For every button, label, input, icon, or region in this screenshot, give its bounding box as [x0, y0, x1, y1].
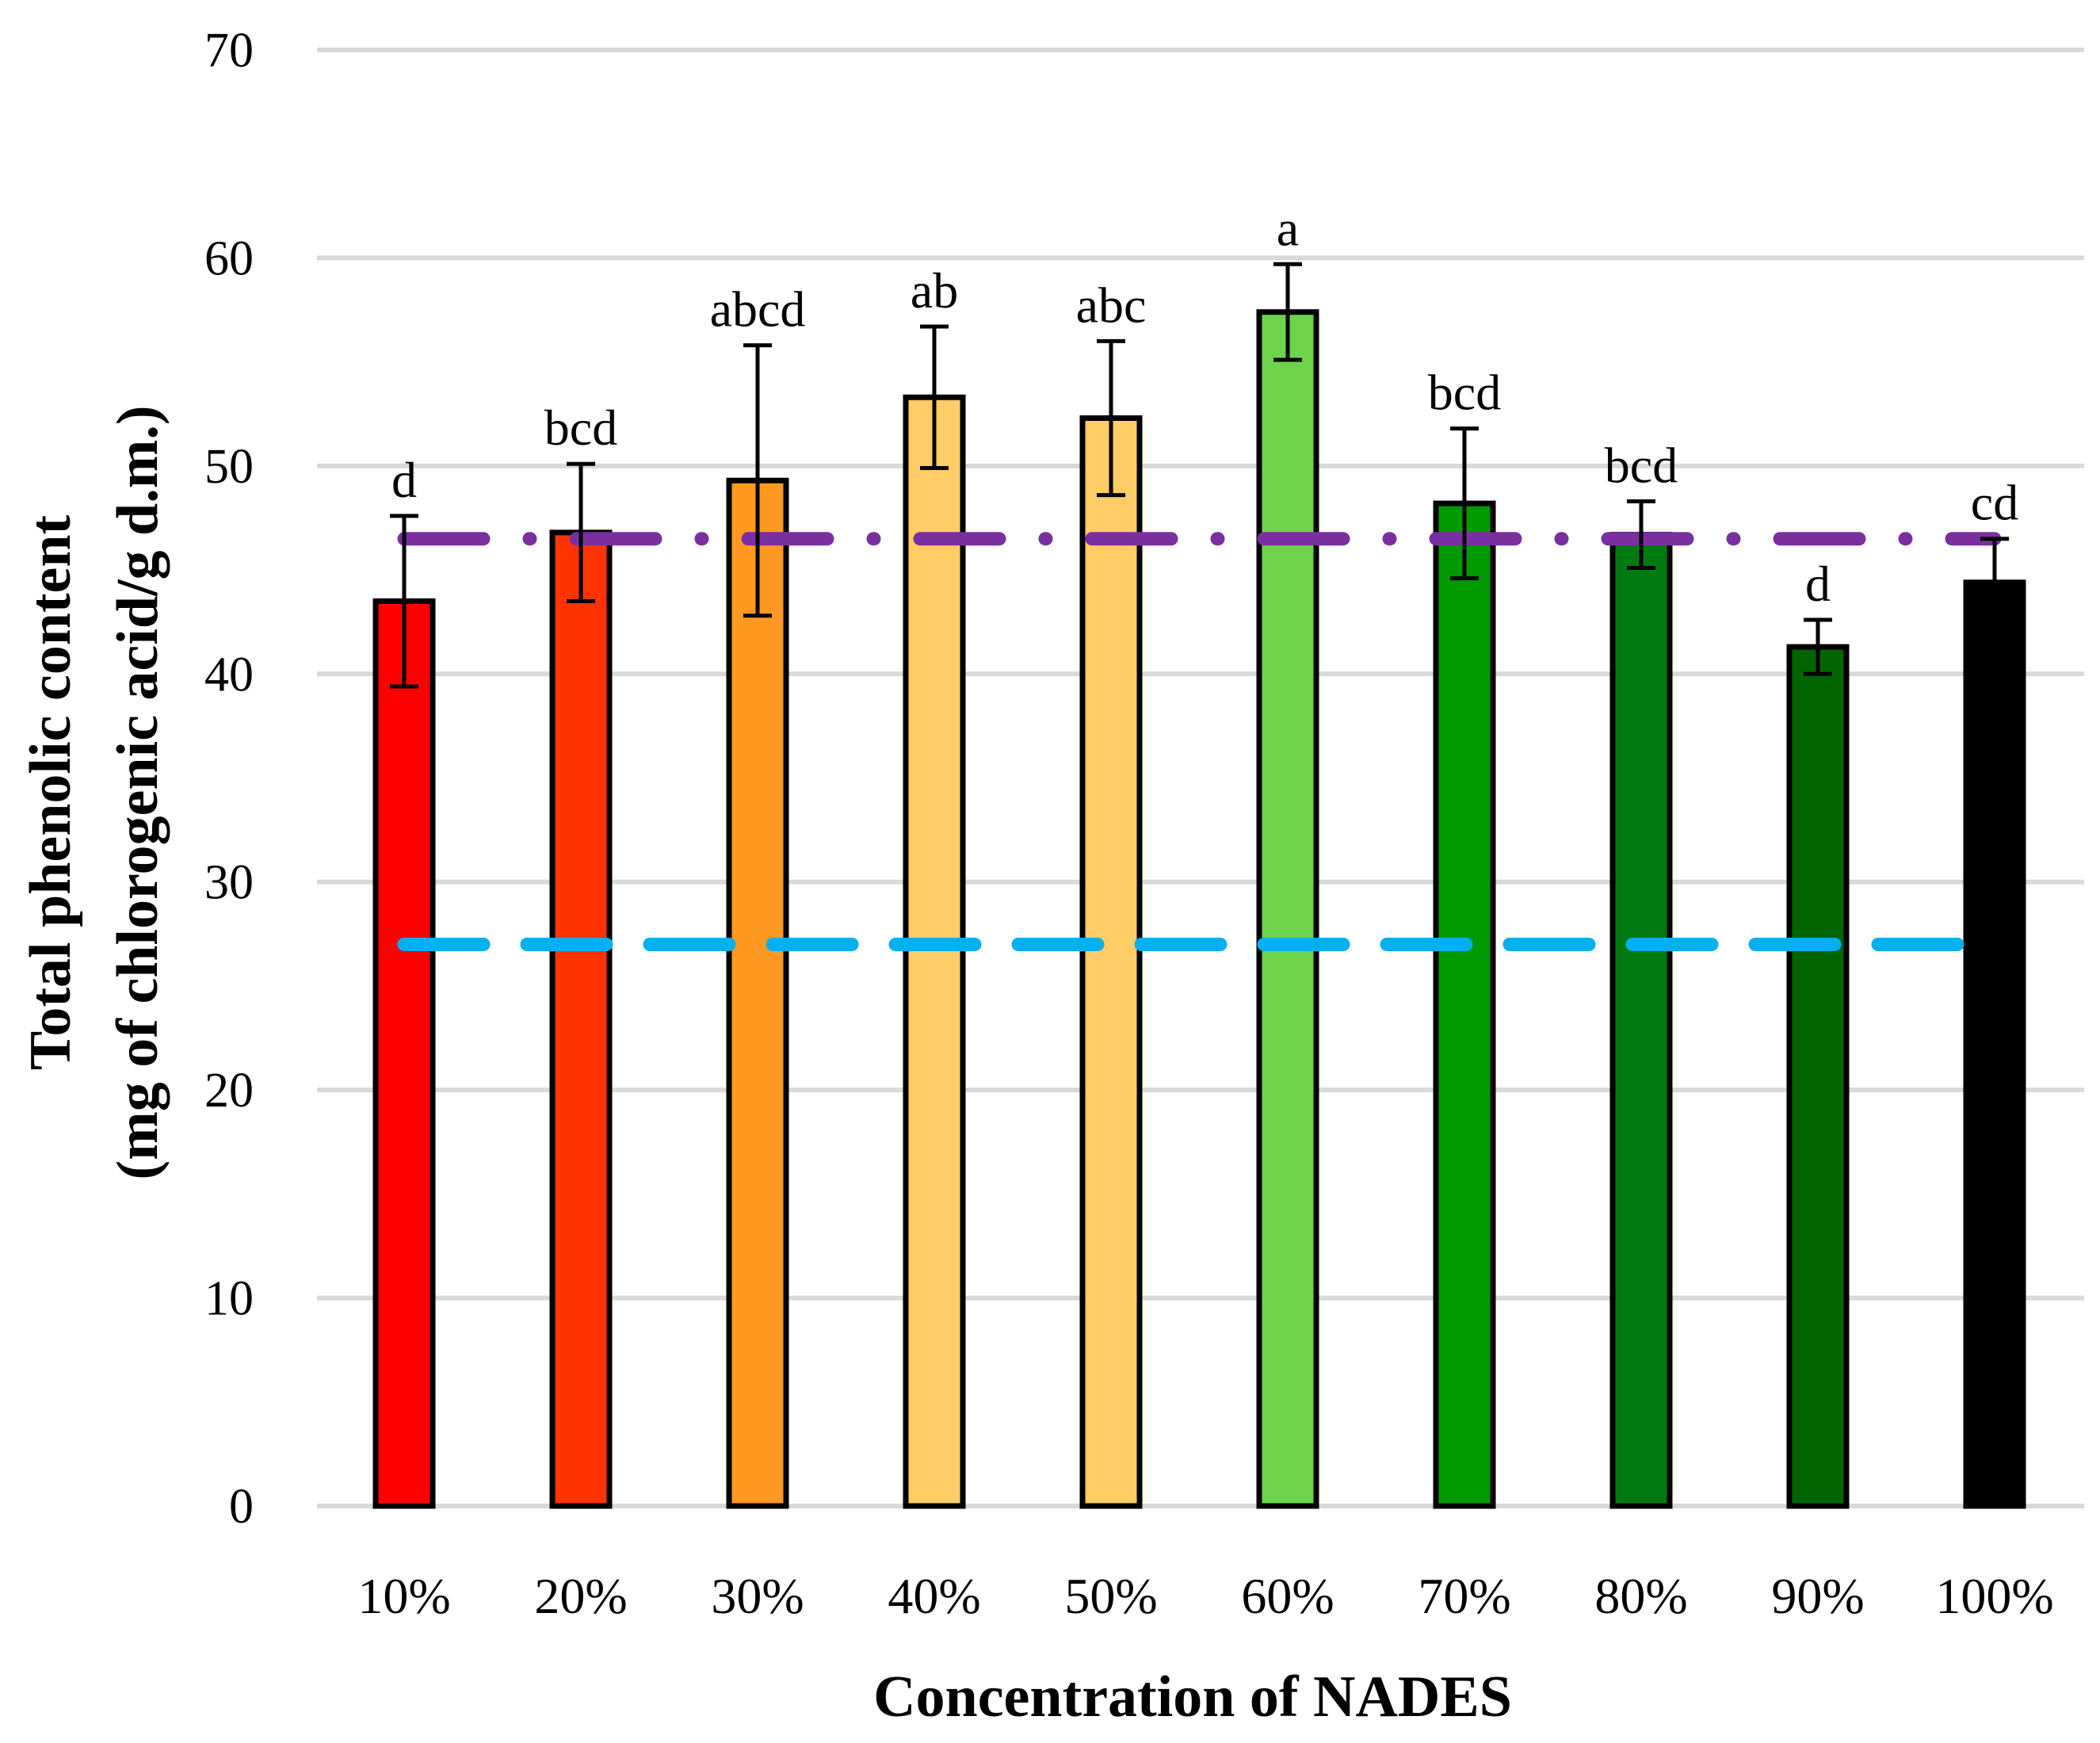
significance-label: d — [1805, 556, 1831, 612]
error-bar — [1980, 537, 2009, 629]
error-bar — [1627, 499, 1655, 570]
x-tick-label: 70% — [1418, 1568, 1510, 1624]
error-bar — [1097, 338, 1125, 498]
x-axis-ticks: 10% 20% 30% 40% 50% 60% 70% 80% 90% 100% — [357, 1568, 2053, 1624]
y-tick-label: 30 — [204, 856, 254, 910]
significance-label: d — [391, 452, 417, 508]
bar — [1433, 500, 1496, 1509]
y-axis-title: Total phenolic content (mg of chlorogeni… — [18, 406, 170, 1180]
y-tick-label: 70 — [204, 24, 254, 78]
x-tick-label: 80% — [1594, 1568, 1687, 1624]
y-tick-label: 10 — [204, 1272, 254, 1326]
y-tick-label: 60 — [204, 231, 254, 285]
x-tick-label: 100% — [1935, 1568, 2053, 1624]
significance-label: bcd — [544, 399, 617, 456]
x-tick-label: 20% — [534, 1568, 627, 1624]
error-bar — [1804, 617, 1832, 676]
error-bar — [920, 324, 949, 470]
y-axis-title-line1: Total phenolic content — [18, 514, 83, 1070]
error-bar — [567, 461, 595, 603]
bar — [549, 529, 613, 1509]
error-bar — [1450, 426, 1479, 581]
x-tick-label: 90% — [1771, 1568, 1864, 1624]
bar — [1609, 531, 1673, 1509]
x-tick-label: 50% — [1064, 1568, 1157, 1624]
significance-label: ab — [911, 262, 958, 319]
y-tick-label: 0 — [229, 1480, 254, 1534]
x-tick-label: 30% — [711, 1568, 804, 1624]
bar — [1079, 415, 1143, 1509]
bar — [372, 598, 436, 1509]
significance-label: bcd — [1605, 437, 1678, 493]
significance-label: abc — [1076, 277, 1147, 333]
x-axis-title: Concentration of NADES — [873, 1665, 1512, 1730]
x-tick-label: 40% — [888, 1568, 980, 1624]
significance-label: abcd — [710, 281, 806, 338]
bar — [1786, 644, 1850, 1509]
significance-label: a — [1277, 200, 1299, 256]
error-bars — [390, 262, 2009, 689]
bar — [1256, 309, 1319, 1509]
error-bar — [743, 343, 772, 618]
bars — [372, 309, 2026, 1509]
y-tick-label: 50 — [204, 440, 254, 494]
significance-label: bcd — [1428, 365, 1501, 421]
x-tick-label: 10% — [357, 1568, 450, 1624]
y-tick-label: 20 — [204, 1064, 254, 1118]
bar — [726, 477, 789, 1509]
bar — [903, 394, 966, 1509]
error-bar — [1273, 262, 1302, 362]
bar — [1963, 579, 2026, 1509]
significance-label: cd — [1971, 475, 2018, 531]
y-axis-ticks: 0 10 20 30 40 50 60 70 — [204, 24, 254, 1534]
y-axis-title-line2: (mg of chlorogenic acid/g d.m.) — [105, 406, 170, 1180]
y-tick-label: 40 — [204, 648, 254, 701]
reference-lines — [397, 532, 2002, 951]
error-bar — [390, 514, 418, 689]
x-tick-label: 60% — [1241, 1568, 1334, 1624]
